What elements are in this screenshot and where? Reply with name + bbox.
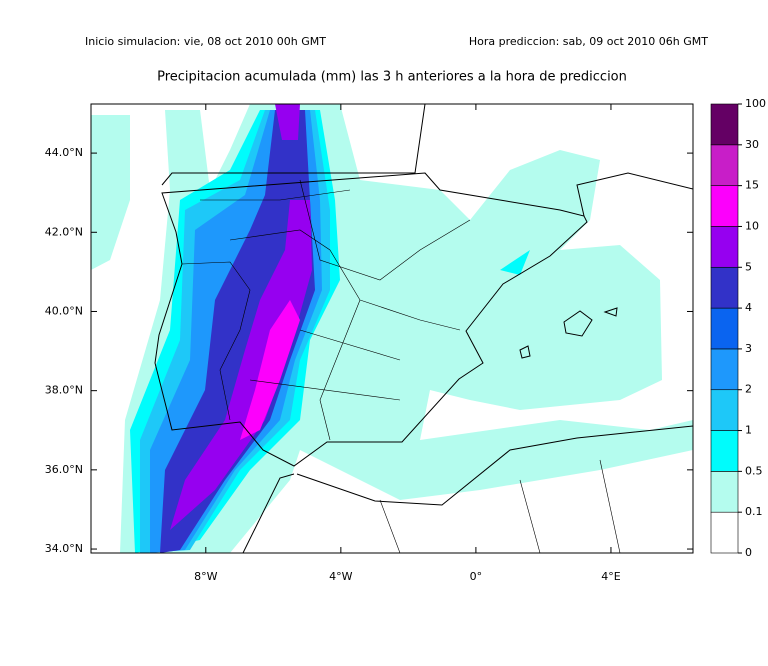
coastlines xyxy=(154,104,693,553)
colorbar-swatch xyxy=(710,103,739,146)
colorbar-swatch xyxy=(710,307,739,350)
colorbar-label: 2 xyxy=(745,383,752,396)
colorbar-swatch xyxy=(710,266,739,309)
colorbar-swatch xyxy=(710,471,739,513)
x-tick-label: 4°E xyxy=(601,570,620,583)
header-right: Hora prediccion: sab, 09 oct 2010 06h GM… xyxy=(469,35,708,48)
colorbar-label: 30 xyxy=(745,138,759,151)
y-tick-label: 42.0°N xyxy=(45,225,83,238)
colorbar-swatch xyxy=(710,389,739,431)
y-tick-label: 36.0°N xyxy=(45,463,83,476)
y-tick-label: 40.0°N xyxy=(45,304,83,317)
map-field xyxy=(91,104,693,553)
colorbar-swatch xyxy=(710,348,739,391)
y-tick-label: 44.0°N xyxy=(45,146,83,159)
colorbar-label: 10 xyxy=(745,219,759,232)
map-frame xyxy=(90,103,694,554)
x-tick-label: 0° xyxy=(470,570,483,583)
colorbar-swatch xyxy=(710,511,739,554)
colorbar-label: 4 xyxy=(745,301,752,314)
x-tick-label: 8°W xyxy=(194,570,217,583)
colorbar-swatch xyxy=(710,185,739,227)
colorbar-swatch xyxy=(710,144,739,186)
y-tick-label: 38.0°N xyxy=(45,384,83,397)
colorbar-label: 0.5 xyxy=(745,464,763,477)
colorbar-label: 100 xyxy=(745,97,766,110)
colorbar-label: 3 xyxy=(745,342,752,355)
header-left: Inicio simulacion: vie, 08 oct 2010 00h … xyxy=(85,35,326,48)
title: Precipitacion acumulada (mm) las 3 h ant… xyxy=(157,70,627,85)
y-tick-label: 34.0°N xyxy=(45,542,83,555)
colorbar-label: 1 xyxy=(745,424,752,437)
colorbar-swatch xyxy=(710,226,739,268)
colorbar-label: 0.1 xyxy=(745,505,763,518)
colorbar-label: 5 xyxy=(745,260,752,273)
colorbar-label: 15 xyxy=(745,179,759,192)
x-tick-label: 4°W xyxy=(329,570,352,583)
colorbar-swatch xyxy=(710,430,739,472)
colorbar-label: 0 xyxy=(745,546,752,559)
